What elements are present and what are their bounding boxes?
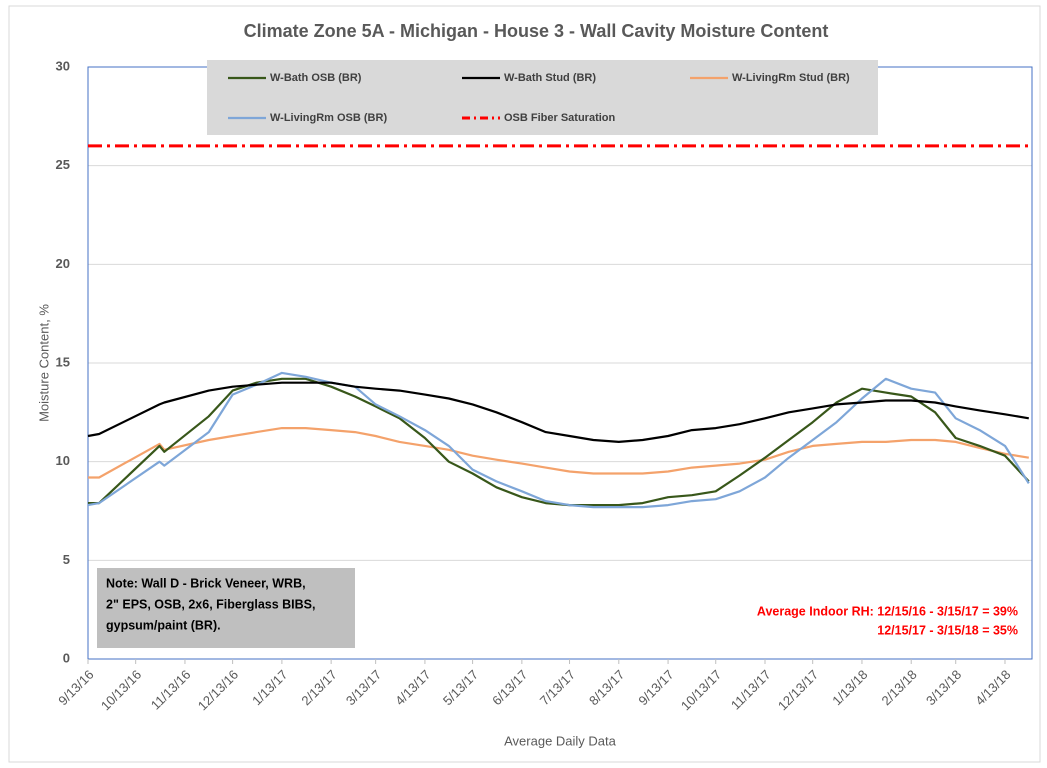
y-tick-label: 30 (56, 58, 70, 73)
y-axis-label: Moisture Content, % (36, 304, 51, 422)
chart-title: Climate Zone 5A - Michigan - House 3 - W… (244, 21, 829, 41)
legend-label: W-Bath Stud (BR) (504, 72, 596, 84)
legend-label: OSB Fiber Saturation (504, 112, 616, 124)
legend-label: W-LivingRm Stud (BR) (732, 72, 850, 84)
y-tick-label: 20 (56, 256, 70, 271)
series-line (87, 381, 1029, 443)
legend-label: W-LivingRm OSB (BR) (270, 112, 387, 124)
y-tick-label: 0 (63, 650, 70, 665)
note-text: 2" EPS, OSB, 2x6, Fiberglass BIBS, (106, 597, 315, 611)
x-axis-label: Average Daily Data (504, 733, 617, 748)
series-line (88, 427, 1029, 479)
series-line (87, 371, 1030, 509)
legend-label: W-Bath OSB (BR) (270, 72, 362, 84)
note-text: gypsum/paint (BR). (106, 618, 221, 632)
note-text: Note: Wall D - Brick Veneer, WRB, (106, 576, 306, 590)
y-tick-label: 10 (56, 453, 70, 468)
rh-note: 12/15/17 - 3/15/18 = 35% (877, 623, 1018, 637)
y-tick-label: 15 (56, 354, 70, 369)
legend-box (207, 60, 878, 135)
note-box (97, 568, 355, 648)
y-tick-label: 5 (63, 552, 70, 567)
y-tick-label: 25 (56, 157, 70, 172)
rh-note: Average Indoor RH: 12/15/16 - 3/15/17 = … (757, 604, 1018, 618)
